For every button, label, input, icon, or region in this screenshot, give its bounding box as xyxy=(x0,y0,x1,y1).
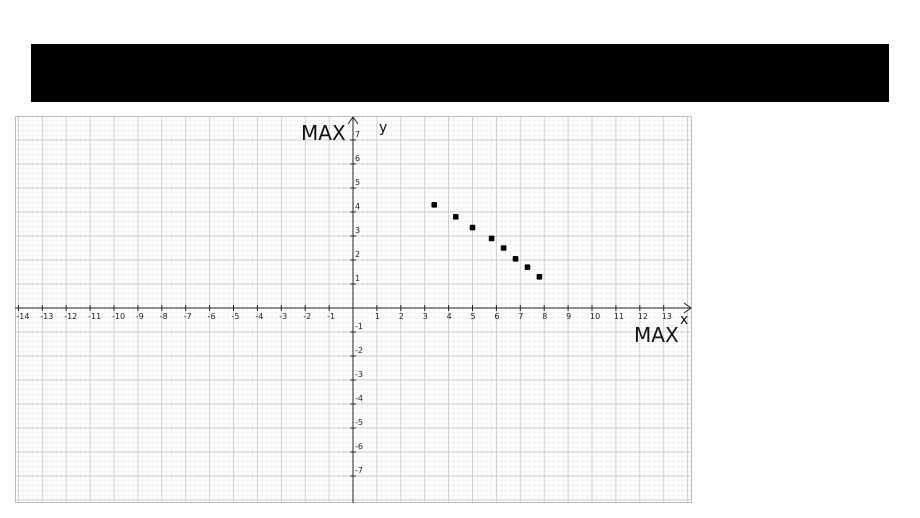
y-axis-label: y xyxy=(379,120,387,136)
y-tick-label: 5 xyxy=(355,178,360,187)
slide-title-bar xyxy=(31,44,889,102)
y-tick-label: -4 xyxy=(355,394,363,403)
data-point xyxy=(431,202,438,208)
x-tick-label: -1 xyxy=(327,312,335,321)
x-tick-label: -9 xyxy=(136,312,144,321)
y-axis-arrow xyxy=(347,116,359,125)
data-point xyxy=(524,264,531,270)
y-tick-label: -1 xyxy=(355,322,363,331)
y-max-label: MAX xyxy=(301,121,346,145)
x-tick-label: 1 xyxy=(375,312,380,321)
x-tick-label: -4 xyxy=(255,312,263,321)
x-tick-label: 2 xyxy=(399,312,404,321)
y-tick-label: -5 xyxy=(355,418,363,427)
y-tick-label: -2 xyxy=(355,346,363,355)
x-tick-label: -11 xyxy=(88,312,101,321)
x-tick-label: -3 xyxy=(279,312,287,321)
y-tick-label: 7 xyxy=(355,130,360,139)
data-points xyxy=(431,202,543,280)
x-tick-label: 9 xyxy=(566,312,571,321)
x-tick-label: 5 xyxy=(471,312,476,321)
x-tick-label: -14 xyxy=(16,312,29,321)
coordinate-plane: -14 -13 -12 -11 -10 -9 -8 -7 -6 -5 -4 -3 -2 -1 1 2 3 4 5 6 7… xyxy=(15,116,692,503)
y-tick-label: 4 xyxy=(355,202,360,211)
y-tick-label: 2 xyxy=(355,250,360,259)
x-tick-label: -6 xyxy=(208,312,216,321)
x-tick-label: 8 xyxy=(542,312,547,321)
data-point xyxy=(500,245,507,251)
x-tick-label: -7 xyxy=(184,312,192,321)
x-tick-label: -2 xyxy=(303,312,311,321)
x-tick-label: 11 xyxy=(614,312,624,321)
scatter-plot: -14 -13 -12 -11 -10 -9 -8 -7 -6 -5 -4 -3 -2 -1 1 2 3 4 5 6 7… xyxy=(15,116,692,503)
x-tick-label: 7 xyxy=(518,312,523,321)
data-point xyxy=(512,256,519,262)
y-tick-label: 3 xyxy=(355,226,360,235)
y-tick-label: 1 xyxy=(355,274,360,283)
x-tick-label: -5 xyxy=(232,312,240,321)
x-tick-label: 13 xyxy=(662,312,672,321)
x-tick-label: -8 xyxy=(160,312,168,321)
x-tick-label: 6 xyxy=(494,312,499,321)
x-axis-label: x xyxy=(680,312,688,328)
y-tick-label: -7 xyxy=(355,466,363,475)
x-tick-labels: -14 -13 -12 -11 -10 -9 -8 -7 -6 -5 -4 -3 -2 -1 1 2 3 4 5 6 7… xyxy=(16,305,672,321)
y-tick-label: -3 xyxy=(355,370,363,379)
x-tick-label: 4 xyxy=(447,312,452,321)
data-point xyxy=(536,274,543,280)
y-tick-label: -6 xyxy=(355,442,363,451)
x-tick-label: 12 xyxy=(638,312,648,321)
data-point xyxy=(488,235,495,242)
x-axis-arrow xyxy=(683,302,692,314)
y-tick-labels: -7 -6 -5 -4 -3 -2 -1 1 2 3 4 5 6 7 xyxy=(350,130,363,477)
x-tick-label: 10 xyxy=(590,312,600,321)
x-tick-label: 3 xyxy=(423,312,428,321)
data-point xyxy=(452,214,459,220)
axes xyxy=(15,116,692,503)
y-tick-label: 6 xyxy=(355,154,360,163)
x-tick-label: -12 xyxy=(64,312,77,321)
x-tick-label: -13 xyxy=(40,312,53,321)
x-max-label: MAX xyxy=(634,323,679,347)
data-point xyxy=(469,224,476,231)
x-tick-label: -10 xyxy=(112,312,125,321)
